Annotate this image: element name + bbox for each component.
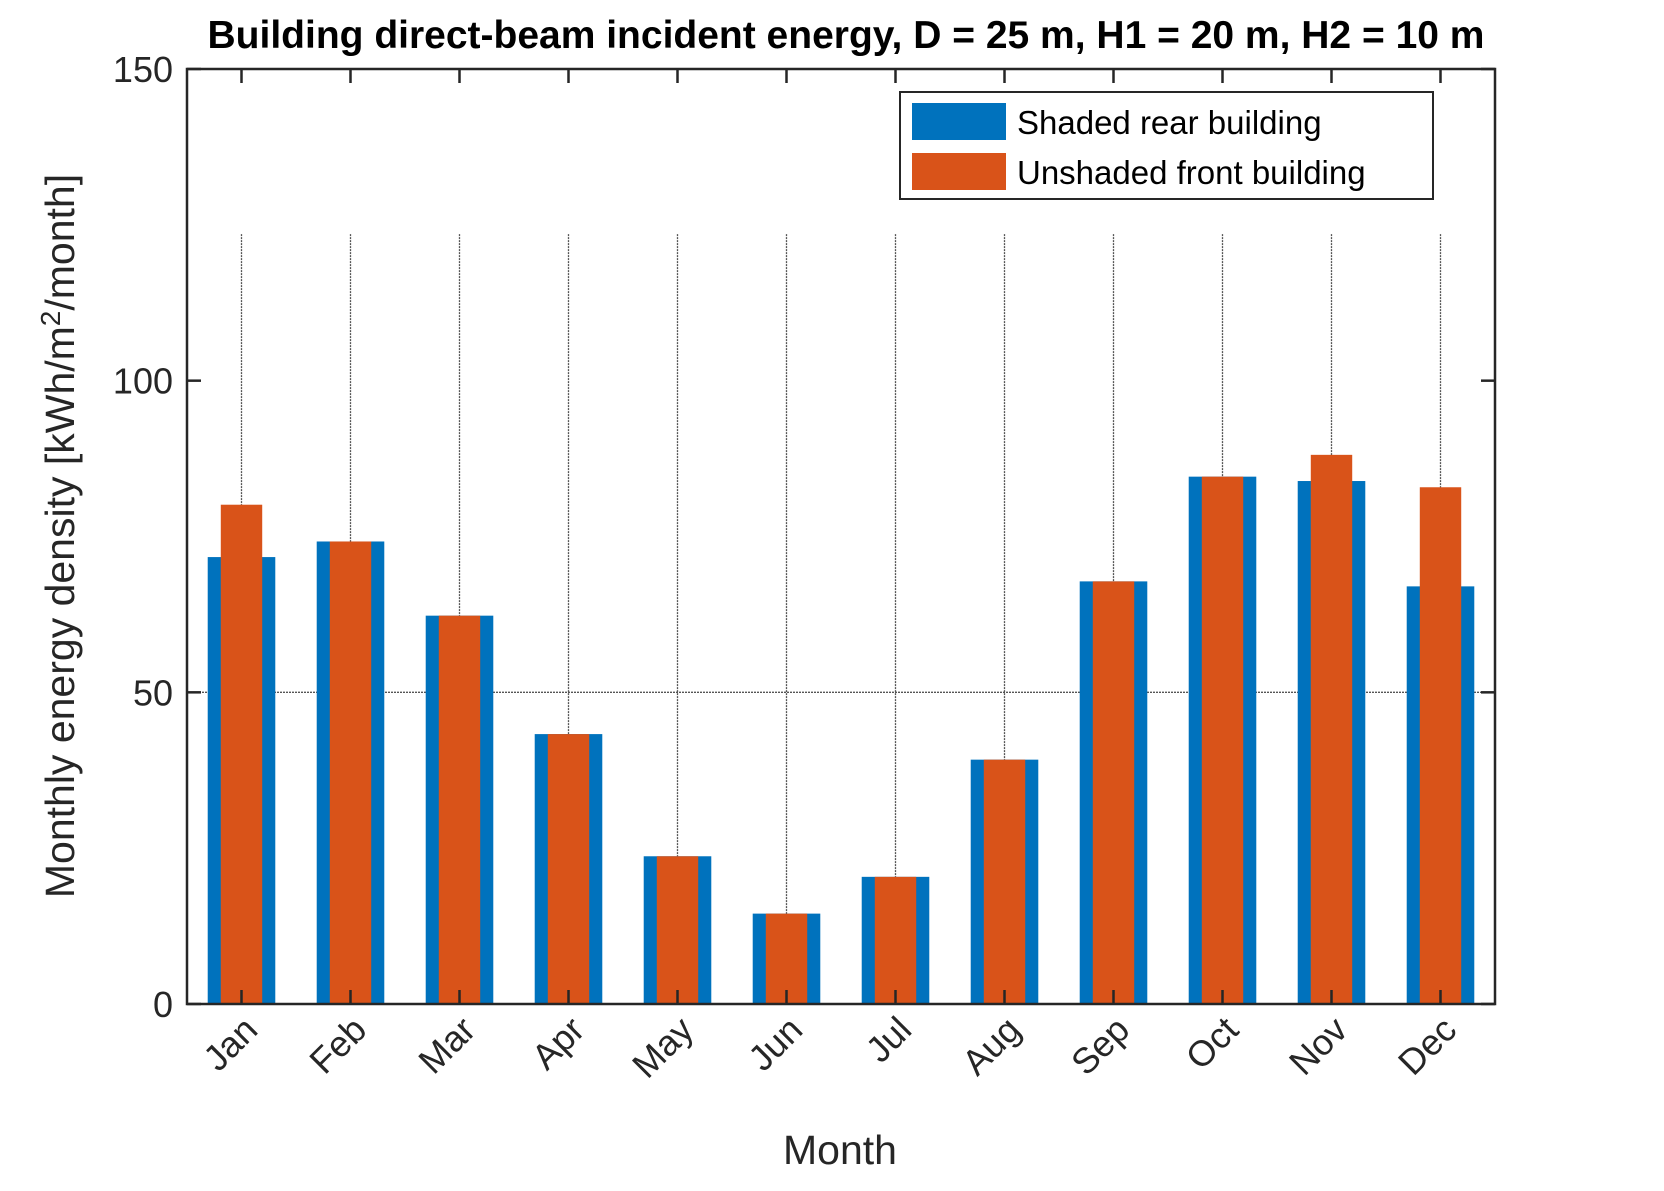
bar-unshaded-front-aug <box>983 759 1026 1004</box>
plot-area-frame <box>185 67 1497 1006</box>
bar-unshaded-front-may <box>656 856 699 1004</box>
y-tick-label: 150 <box>113 49 173 90</box>
bar-unshaded-front-jan <box>220 504 263 1004</box>
legend-label-unshaded: Unshaded front building <box>1017 154 1366 191</box>
bar-unshaded-front-feb <box>329 541 372 1004</box>
y-axis-label: Monthly energy density [kWh/m2/month] <box>35 174 83 898</box>
y-axis-label-tail: /month] <box>37 174 83 311</box>
bar-unshaded-front-nov <box>1310 454 1353 1004</box>
y-tick-label: 0 <box>153 984 173 1025</box>
y-axis-label-main: Monthly energy density [kWh/m <box>37 326 83 898</box>
chart-title: Building direct-beam incident energy, D … <box>208 14 1485 57</box>
bars <box>207 454 1475 1005</box>
ticks <box>187 67 1495 1006</box>
bar-unshaded-front-apr <box>547 734 590 1004</box>
legend-swatch-shaded <box>912 103 1006 140</box>
y-axis-label-superscript: 2 <box>35 311 66 327</box>
bar-unshaded-front-jun <box>765 913 808 1004</box>
y-tick-label: 100 <box>113 361 173 402</box>
y-tick-label: 50 <box>133 672 173 713</box>
bar-unshaded-front-sep <box>1092 581 1135 1004</box>
legend-swatch-unshaded <box>912 153 1006 190</box>
bar-unshaded-front-mar <box>438 615 481 1004</box>
x-axis-label: Month <box>783 1127 897 1173</box>
bar-unshaded-front-dec <box>1419 487 1462 1004</box>
legend-label-shaded: Shaded rear building <box>1017 104 1322 141</box>
bar-unshaded-front-oct <box>1201 476 1244 1004</box>
bar-unshaded-front-jul <box>874 876 917 1004</box>
legend: Shaded rear building Unshaded front buil… <box>899 91 1434 200</box>
y-tick-labels: 0 50 100 150 <box>113 49 173 1025</box>
